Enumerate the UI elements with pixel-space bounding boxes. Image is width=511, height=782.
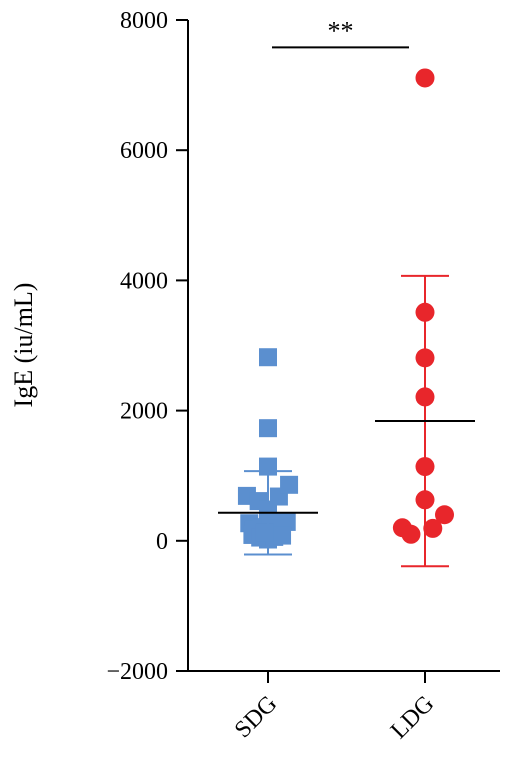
data-point xyxy=(423,518,443,538)
series-sdg xyxy=(237,348,299,549)
data-point xyxy=(273,526,292,545)
x-tick-label: LDG xyxy=(386,691,439,744)
error-bar-ldg xyxy=(375,274,475,568)
y-tick-label: 2000 xyxy=(120,399,168,425)
y-tick-label: 4000 xyxy=(120,268,168,294)
series-ldg xyxy=(392,68,454,544)
y-tick-label: −2000 xyxy=(106,659,168,685)
data-point xyxy=(255,523,274,542)
x-tick-label: SDG xyxy=(230,691,282,743)
y-tick-label: 8000 xyxy=(120,8,168,34)
data-point xyxy=(415,68,435,88)
data-point xyxy=(259,419,277,438)
data-point xyxy=(401,524,421,544)
error-bar-sdg xyxy=(218,470,318,556)
chart-marks xyxy=(218,46,475,568)
y-axis-title: IgE (iu/mL) xyxy=(9,283,38,408)
y-tick-label: 0 xyxy=(156,529,168,555)
data-point xyxy=(277,512,296,531)
significance-label: ** xyxy=(328,16,354,45)
data-point xyxy=(259,348,277,367)
data-point xyxy=(435,505,454,525)
axes: −2000 0 2000 4000 6000 8000 SDG LDG xyxy=(106,8,500,744)
y-tick-label: 6000 xyxy=(120,138,168,164)
data-point xyxy=(280,475,299,494)
